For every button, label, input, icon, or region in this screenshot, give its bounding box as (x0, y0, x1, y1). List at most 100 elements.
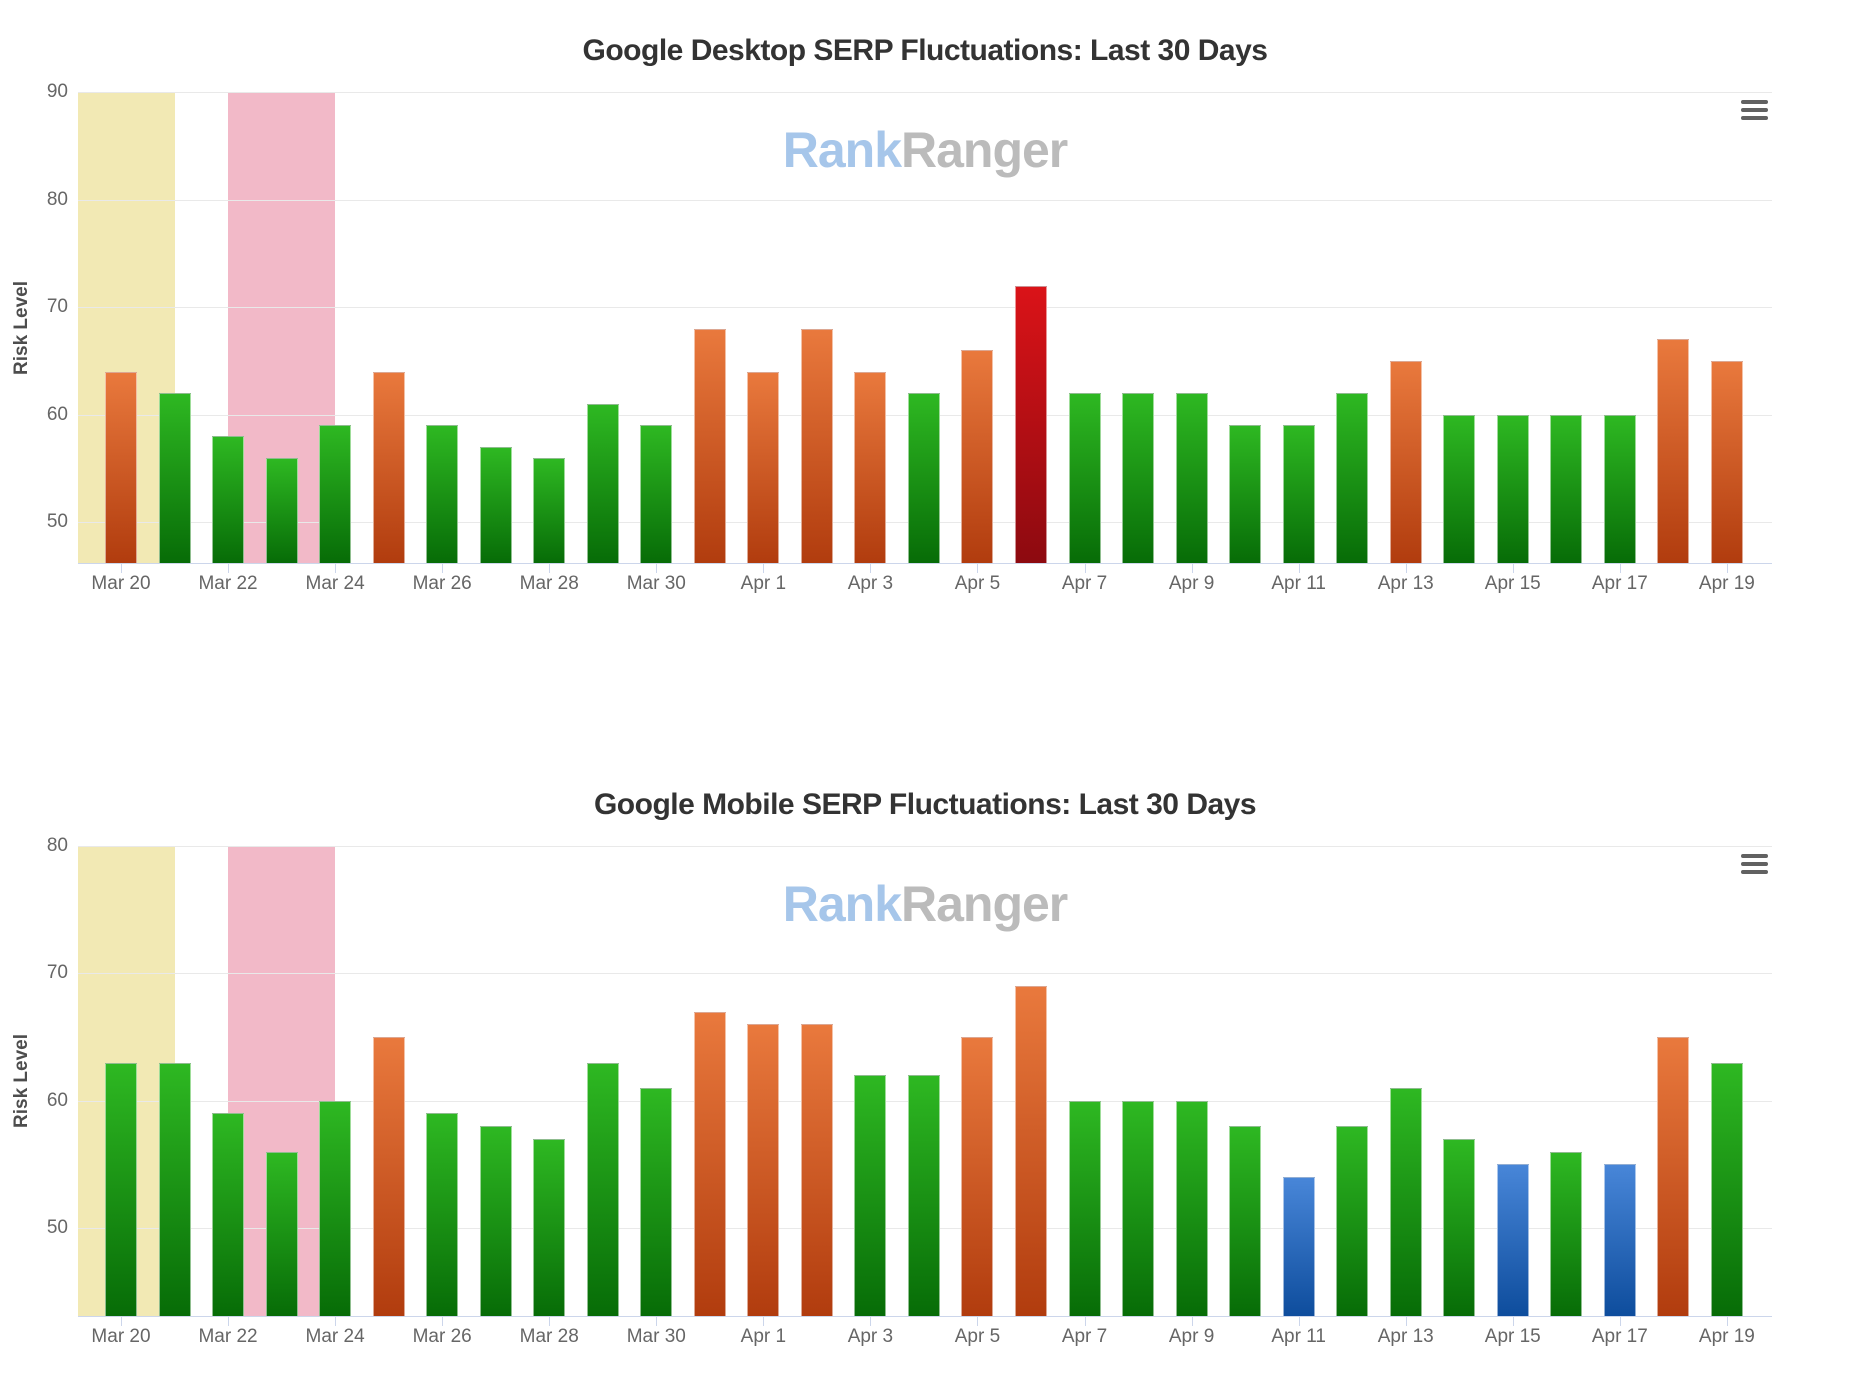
x-tick (1512, 563, 1514, 573)
bar-apr-13[interactable] (1389, 1088, 1422, 1316)
bar-apr-3[interactable] (854, 371, 887, 563)
bar-apr-8[interactable] (1122, 393, 1155, 563)
bar-apr-12[interactable] (1336, 393, 1369, 563)
x-tick-label: Apr 17 (1591, 1326, 1648, 1347)
bar-mar-27[interactable] (479, 446, 512, 563)
bar-apr-11[interactable] (1282, 1177, 1315, 1316)
bar-apr-10[interactable] (1229, 425, 1262, 563)
bar-mar-25[interactable] (372, 371, 405, 563)
bar-apr-10[interactable] (1229, 1126, 1262, 1316)
bar-mar-25[interactable] (372, 1037, 405, 1316)
bar-apr-19[interactable] (1710, 360, 1743, 563)
bar-mar-31[interactable] (693, 328, 726, 563)
bar-apr-7[interactable] (1068, 393, 1101, 563)
x-tick (1726, 1316, 1728, 1326)
x-tick (335, 563, 337, 573)
bar-apr-13[interactable] (1389, 360, 1422, 563)
y-tick-label: 90 (46, 81, 68, 102)
bar-apr-11[interactable] (1282, 425, 1315, 563)
bar-apr-5[interactable] (961, 350, 994, 563)
bar-apr-7[interactable] (1068, 1100, 1101, 1316)
bar-mar-21[interactable] (158, 393, 191, 563)
bar-apr-17[interactable] (1603, 414, 1636, 563)
x-tick (763, 563, 765, 573)
x-tick (335, 1316, 337, 1326)
bar-mar-30[interactable] (640, 1088, 673, 1316)
x-tick-label: Mar 26 (412, 573, 472, 594)
x-tick (870, 1316, 872, 1326)
bar-mar-23[interactable] (265, 1151, 298, 1316)
rankranger-watermark: RankRanger (782, 876, 1069, 932)
x-tick (121, 1316, 122, 1326)
x-tick-label: Apr 13 (1377, 573, 1434, 594)
hamburger-icon (1741, 100, 1768, 120)
chart-context-menu-button[interactable] (1741, 99, 1768, 121)
x-tick (1191, 563, 1193, 573)
x-tick (977, 563, 979, 573)
x-tick (1405, 1316, 1407, 1326)
bar-mar-20[interactable] (105, 371, 137, 563)
bar-apr-5[interactable] (961, 1037, 994, 1316)
rankranger-watermark: RankRanger (782, 122, 1069, 178)
bar-apr-15[interactable] (1496, 1164, 1529, 1316)
bar-mar-31[interactable] (693, 1011, 726, 1316)
bar-mar-27[interactable] (479, 1126, 512, 1316)
bar-apr-1[interactable] (747, 371, 780, 563)
bar-apr-18[interactable] (1657, 1037, 1690, 1316)
x-tick-label: Mar 30 (626, 573, 686, 594)
bar-apr-2[interactable] (800, 1024, 833, 1316)
bar-apr-14[interactable] (1443, 414, 1476, 563)
bar-apr-17[interactable] (1603, 1164, 1636, 1316)
x-tick-label: Mar 28 (519, 573, 579, 594)
x-tick (1726, 563, 1728, 573)
bar-apr-16[interactable] (1550, 414, 1583, 563)
x-tick (1512, 1316, 1514, 1326)
x-tick (1405, 563, 1407, 573)
bar-mar-30[interactable] (640, 425, 673, 563)
bar-apr-2[interactable] (800, 328, 833, 563)
bar-apr-6[interactable] (1015, 986, 1047, 1316)
bar-mar-26[interactable] (426, 1113, 459, 1316)
x-tick (442, 563, 444, 573)
x-tick-label: Mar 24 (305, 573, 365, 594)
bar-apr-12[interactable] (1336, 1126, 1369, 1316)
bar-mar-29[interactable] (586, 1062, 619, 1316)
bar-mar-26[interactable] (426, 425, 459, 563)
bar-mar-22[interactable] (212, 1113, 245, 1316)
x-tick (1298, 563, 1300, 573)
bar-mar-20[interactable] (105, 1062, 137, 1316)
x-tick-label: Apr 9 (1168, 573, 1215, 594)
bar-apr-1[interactable] (747, 1024, 780, 1316)
x-tick (549, 563, 551, 573)
x-tick (1298, 1316, 1300, 1326)
bar-mar-28[interactable] (533, 457, 566, 563)
chart-context-menu-button[interactable] (1741, 853, 1768, 875)
bar-mar-23[interactable] (265, 457, 298, 563)
bar-apr-6[interactable] (1015, 285, 1047, 563)
bar-apr-4[interactable] (907, 393, 940, 563)
bar-apr-19[interactable] (1710, 1062, 1743, 1316)
x-tick-label: Mar 24 (305, 1326, 365, 1347)
bar-mar-29[interactable] (586, 403, 619, 563)
x-tick (656, 563, 658, 573)
bar-mar-24[interactable] (319, 425, 352, 563)
bar-apr-9[interactable] (1175, 1100, 1208, 1316)
x-tick (977, 1316, 979, 1326)
bar-mar-24[interactable] (319, 1100, 352, 1316)
bar-apr-15[interactable] (1496, 414, 1529, 563)
bar-mar-28[interactable] (533, 1138, 566, 1316)
bar-apr-18[interactable] (1657, 339, 1690, 563)
bar-mar-22[interactable] (212, 436, 245, 563)
bar-apr-14[interactable] (1443, 1138, 1476, 1316)
bar-apr-8[interactable] (1122, 1100, 1155, 1316)
x-tick-label: Apr 13 (1377, 1326, 1434, 1347)
bar-apr-9[interactable] (1175, 393, 1208, 563)
bar-mar-21[interactable] (158, 1062, 191, 1316)
bar-apr-4[interactable] (907, 1075, 940, 1316)
bar-apr-16[interactable] (1550, 1151, 1583, 1316)
y-tick-label: 60 (46, 1089, 68, 1111)
y-tick-label: 50 (46, 511, 68, 533)
bar-apr-3[interactable] (854, 1075, 887, 1316)
x-tick (1191, 1316, 1193, 1326)
